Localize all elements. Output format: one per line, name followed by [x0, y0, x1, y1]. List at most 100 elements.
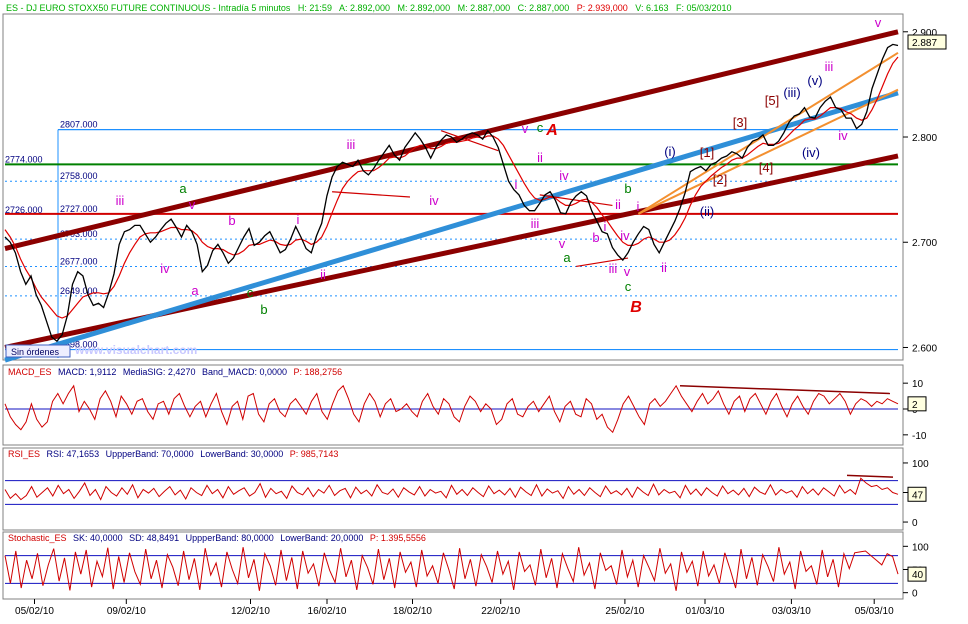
price-axis-label: 2.900 — [912, 28, 937, 39]
rsi-legend-2: UppperBand: 70,0000 — [106, 449, 194, 459]
wave-label: c — [247, 285, 254, 300]
wave-label: i — [515, 177, 518, 192]
stoch-legend: Stochastic_ES SK: 40,0000 SD: 48,8491 Up… — [8, 533, 426, 543]
wave-label: b — [260, 302, 267, 317]
wave-label: [2] — [713, 172, 727, 187]
level-label: 2758.000 — [60, 171, 98, 181]
header-v: V: 6.163 — [635, 3, 668, 13]
level-label: 2807.000 — [60, 120, 98, 130]
indicator-layer — [4, 384, 899, 591]
wave-label: ii — [320, 267, 326, 282]
date-axis-label: 12/02/10 — [231, 606, 270, 617]
header-m2: M: 2.887,000 — [458, 3, 511, 13]
wave-label: iii — [116, 193, 125, 208]
date-axis-label: 22/02/10 — [481, 606, 520, 617]
wave-label: [3] — [733, 115, 747, 130]
wave-label: iii — [609, 261, 618, 276]
orders-button[interactable] — [5, 344, 71, 358]
price-axis-label: 2.700 — [912, 238, 937, 249]
wave-label: i — [297, 212, 300, 227]
rsi-legend-4: P: 985,7143 — [290, 449, 339, 459]
price-axis-label: 2.800 — [912, 133, 937, 144]
stoch-axis-label: 100 — [912, 542, 929, 553]
wave-label: iv — [838, 128, 848, 143]
stoch-legend-1: SK: 40,0000 — [73, 533, 123, 543]
last-price-tag-label: 2.887 — [912, 38, 937, 49]
blue-trend-line — [4, 90, 899, 363]
wave-label: (v) — [807, 73, 822, 88]
wave-label: ii — [661, 260, 667, 275]
wave-label: iv — [429, 193, 439, 208]
macd-axis-label: 10 — [912, 379, 924, 390]
level-label: 2727.000 — [60, 204, 98, 214]
level-label: 2649.000 — [60, 286, 98, 296]
stoch-axis-label: 0 — [912, 589, 918, 600]
orange-fan-line-2 — [637, 88, 899, 215]
price-line — [4, 43, 899, 343]
macd-line — [4, 384, 899, 434]
stoch-legend-5: P: 1.395,5556 — [370, 533, 426, 543]
wave-label: (ii) — [700, 204, 714, 219]
moving-average-line — [4, 56, 899, 319]
date-axis-label: 16/02/10 — [308, 606, 347, 617]
macd-legend-3: Band_MACD: 0,0000 — [202, 367, 287, 377]
rsi-axis-label: 0 — [912, 518, 918, 529]
wave-label: (i) — [664, 144, 676, 159]
wave-label: a — [563, 250, 571, 265]
date-axis-label: 05/02/10 — [15, 606, 54, 617]
date-axis-label: 01/03/10 — [686, 606, 725, 617]
orders-button-label: Sin órdenes — [11, 347, 60, 357]
level-label: 2677.000 — [60, 256, 98, 266]
level-label: 2703.000 — [60, 229, 98, 239]
header-c: C: 2.887,000 — [518, 3, 570, 13]
date-axis-label: 05/03/10 — [855, 606, 894, 617]
wave-label: v — [624, 264, 631, 279]
wave-label: ii — [537, 150, 543, 165]
macd-legend-4: P: 188,2756 — [294, 367, 343, 377]
wave-label: (iv) — [802, 145, 820, 160]
wave-label: b — [624, 181, 631, 196]
wave-channel-line — [440, 130, 499, 152]
rsi-legend-0: RSI_ES — [8, 449, 40, 459]
wave-label: iv — [160, 261, 170, 276]
macd-legend-2: MediaSIG: 2,4270 — [123, 367, 196, 377]
wave-label: iv — [559, 168, 569, 183]
rsi-divergence-line — [846, 474, 894, 478]
stoch-last-value-label: 40 — [912, 570, 924, 581]
macd-last-value-label: 2 — [912, 400, 918, 411]
wave-label: a — [179, 181, 187, 196]
wave-label: c — [537, 120, 544, 135]
header-line: ES - DJ EURO STOXX50 FUTURE CONTINUOUS -… — [6, 3, 732, 13]
wave-label: v — [875, 15, 882, 30]
level-label: 2726.000 — [5, 205, 43, 215]
last-price-tag — [907, 34, 947, 50]
macd-legend-1: MACD: 1,9112 — [58, 367, 116, 377]
wave-label: iv — [620, 228, 630, 243]
wave-label: B — [630, 299, 642, 316]
rsi-legend-3: LowerBand: 30,0000 — [200, 449, 283, 459]
macd-legend-0: MACD_ES — [8, 367, 52, 377]
stoch-last-value-tag — [907, 566, 927, 582]
orange-fan-line-1 — [637, 51, 899, 215]
header-a: A: 2.892,000 — [339, 3, 390, 13]
wave-label: ii — [615, 197, 621, 212]
price-axis-label: 2.600 — [912, 343, 937, 354]
wave-label: v — [559, 236, 566, 251]
wave-label: b — [592, 230, 599, 245]
wave-label: v — [522, 121, 529, 136]
wave-channel-line — [332, 191, 411, 198]
stoch-panel-frame — [2, 531, 904, 600]
wave-label: iii — [531, 216, 540, 231]
header-m: M: 2.892,000 — [398, 3, 451, 13]
watermark: www.visualchart.com — [74, 343, 197, 357]
wave-label: i — [604, 219, 607, 234]
date-axis-label: 03/03/10 — [772, 606, 811, 617]
wave-label: c — [625, 279, 632, 294]
rsi-panel-frame — [2, 447, 904, 531]
rsi-last-value-label: 47 — [912, 490, 924, 501]
date-axis-label: 09/02/10 — [107, 606, 146, 617]
